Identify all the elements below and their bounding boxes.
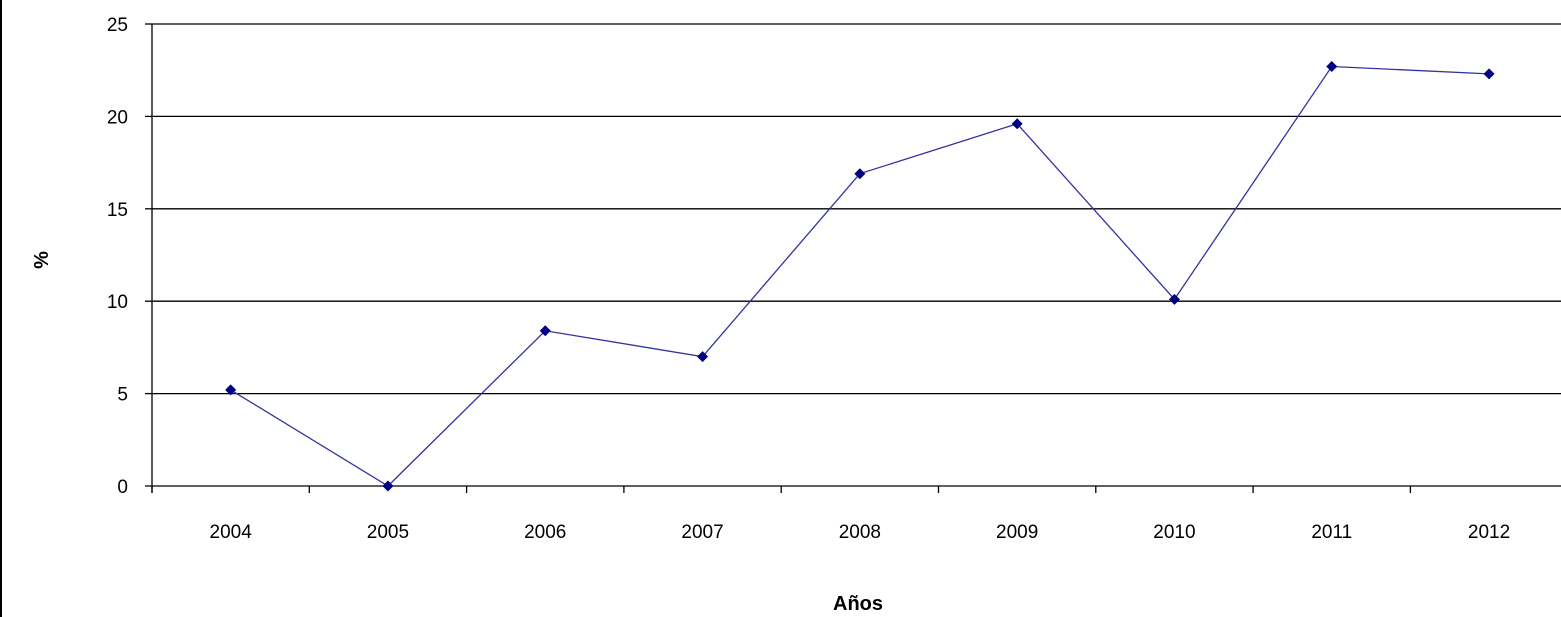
gridlines — [152, 23, 1561, 395]
x-tick-label: 2012 — [1468, 522, 1510, 543]
y-tick-label: 0 — [117, 477, 128, 498]
y-tick-label: 5 — [117, 385, 128, 406]
data-point-marker — [382, 480, 394, 492]
y-axis-title: % — [31, 251, 53, 269]
x-tick-label: 2004 — [210, 522, 253, 543]
x-tick-label: 2011 — [1311, 522, 1352, 543]
y-tick-label: 20 — [107, 107, 128, 128]
data-point-marker — [1011, 118, 1023, 130]
y-tick-label: 15 — [107, 200, 128, 221]
x-tick-labels: 2004 2005 2006 2007 2008 2009 2010 2011 2012 — [210, 522, 1511, 543]
y-tick-label: 10 — [107, 292, 128, 313]
series — [225, 61, 1495, 492]
x-tick-label: 2007 — [681, 522, 723, 543]
x-axis-title: Años — [833, 593, 883, 615]
x-tick-label: 2009 — [996, 522, 1038, 543]
axes — [145, 23, 1561, 493]
x-tick-label: 2008 — [839, 522, 881, 543]
data-point-marker — [1326, 61, 1338, 73]
y-tick-label: 25 — [107, 15, 128, 36]
x-tick-label: 2006 — [524, 522, 566, 543]
data-point-marker — [697, 351, 709, 363]
data-point-marker — [225, 384, 237, 396]
x-tick-label: 2010 — [1153, 522, 1195, 543]
series-line — [230, 65, 1490, 487]
data-point-marker — [539, 325, 551, 337]
data-point-marker — [1483, 68, 1495, 80]
x-tick-label: 2005 — [367, 522, 409, 543]
data-point-marker — [854, 168, 866, 180]
data-point-marker — [1168, 293, 1180, 305]
y-tick-labels: 0 5 10 15 20 25 — [107, 15, 128, 498]
